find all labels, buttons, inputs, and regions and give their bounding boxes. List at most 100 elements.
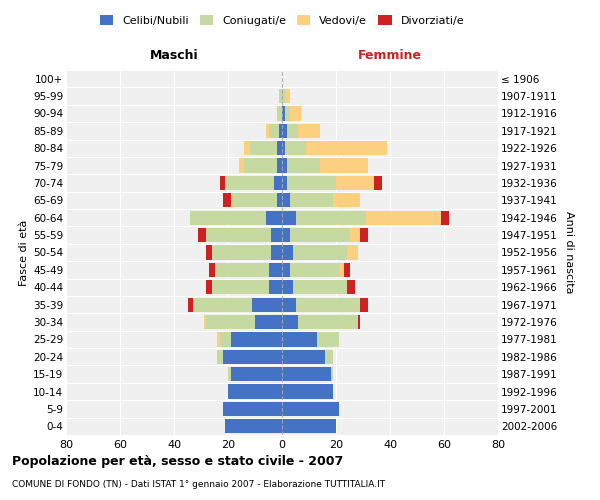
Bar	[285, 89, 290, 103]
Bar	[282, 141, 285, 156]
Bar	[287, 158, 320, 172]
Bar	[290, 263, 339, 277]
Bar	[282, 402, 338, 416]
Bar	[374, 176, 382, 190]
Bar	[282, 384, 334, 398]
Bar	[277, 141, 282, 156]
Bar	[226, 176, 274, 190]
Bar	[277, 106, 282, 120]
Bar	[226, 419, 282, 434]
Bar	[296, 210, 366, 225]
Bar	[206, 246, 212, 260]
Bar	[282, 367, 331, 382]
Bar	[366, 210, 442, 225]
Bar	[223, 402, 282, 416]
Bar	[223, 193, 230, 208]
Bar	[282, 263, 290, 277]
Bar	[282, 298, 296, 312]
Bar	[298, 124, 320, 138]
Bar	[206, 280, 212, 294]
Bar	[290, 193, 334, 208]
Bar	[282, 246, 293, 260]
Bar	[285, 141, 307, 156]
Legend: Celibi/Nubili, Coniugati/e, Vedovi/e, Divorziati/e: Celibi/Nubili, Coniugati/e, Vedovi/e, Di…	[95, 10, 469, 30]
Bar	[228, 384, 282, 398]
Bar	[320, 158, 368, 172]
Bar	[269, 280, 282, 294]
Bar	[215, 263, 269, 277]
Bar	[252, 298, 282, 312]
Bar	[344, 263, 349, 277]
Bar	[277, 158, 282, 172]
Bar	[230, 367, 282, 382]
Text: Popolazione per età, sesso e stato civile - 2007: Popolazione per età, sesso e stato civil…	[12, 455, 343, 468]
Y-axis label: Fasce di età: Fasce di età	[19, 220, 29, 286]
Bar	[307, 141, 388, 156]
Bar	[217, 350, 223, 364]
Bar	[230, 193, 233, 208]
Bar	[193, 298, 252, 312]
Bar	[271, 228, 282, 242]
Bar	[287, 124, 298, 138]
Bar	[347, 280, 355, 294]
Bar	[334, 193, 360, 208]
Bar	[336, 176, 374, 190]
Bar	[317, 332, 339, 346]
Bar	[282, 106, 285, 120]
Bar	[282, 332, 317, 346]
Bar	[282, 419, 336, 434]
Text: COMUNE DI FONDO (TN) - Dati ISTAT 1° gennaio 2007 - Elaborazione TUTTITALIA.IT: COMUNE DI FONDO (TN) - Dati ISTAT 1° gen…	[12, 480, 385, 489]
Bar	[349, 228, 360, 242]
Bar	[198, 228, 206, 242]
Text: Maschi: Maschi	[149, 49, 199, 62]
Bar	[282, 193, 290, 208]
Bar	[204, 315, 206, 329]
Bar	[244, 141, 250, 156]
Text: Femmine: Femmine	[358, 49, 422, 62]
Bar	[358, 315, 360, 329]
Bar	[287, 176, 336, 190]
Bar	[277, 193, 282, 208]
Bar	[220, 176, 226, 190]
Bar	[255, 315, 282, 329]
Bar	[282, 280, 293, 294]
Bar	[282, 210, 296, 225]
Bar	[220, 332, 230, 346]
Bar	[293, 246, 347, 260]
Bar	[269, 263, 282, 277]
Bar	[212, 280, 269, 294]
Bar	[282, 176, 287, 190]
Bar	[233, 193, 277, 208]
Bar	[282, 124, 287, 138]
Bar	[239, 158, 244, 172]
Bar	[347, 246, 358, 260]
Bar	[280, 124, 282, 138]
Bar	[338, 263, 344, 277]
Bar	[271, 246, 282, 260]
Bar	[360, 298, 368, 312]
Bar	[293, 280, 347, 294]
Bar	[280, 89, 282, 103]
Bar	[282, 89, 285, 103]
Bar	[217, 332, 220, 346]
Bar	[290, 228, 350, 242]
Bar	[187, 298, 193, 312]
Bar	[269, 124, 280, 138]
Bar	[206, 315, 255, 329]
Bar	[206, 228, 271, 242]
Bar	[298, 315, 358, 329]
Bar	[442, 210, 449, 225]
Bar	[230, 332, 282, 346]
Bar	[250, 141, 277, 156]
Bar	[274, 176, 282, 190]
Bar	[282, 228, 290, 242]
Bar	[209, 263, 215, 277]
Bar	[282, 350, 325, 364]
Bar	[244, 158, 277, 172]
Bar	[223, 350, 282, 364]
Bar	[331, 367, 334, 382]
Bar	[290, 106, 301, 120]
Bar	[285, 106, 290, 120]
Bar	[282, 158, 287, 172]
Bar	[228, 367, 230, 382]
